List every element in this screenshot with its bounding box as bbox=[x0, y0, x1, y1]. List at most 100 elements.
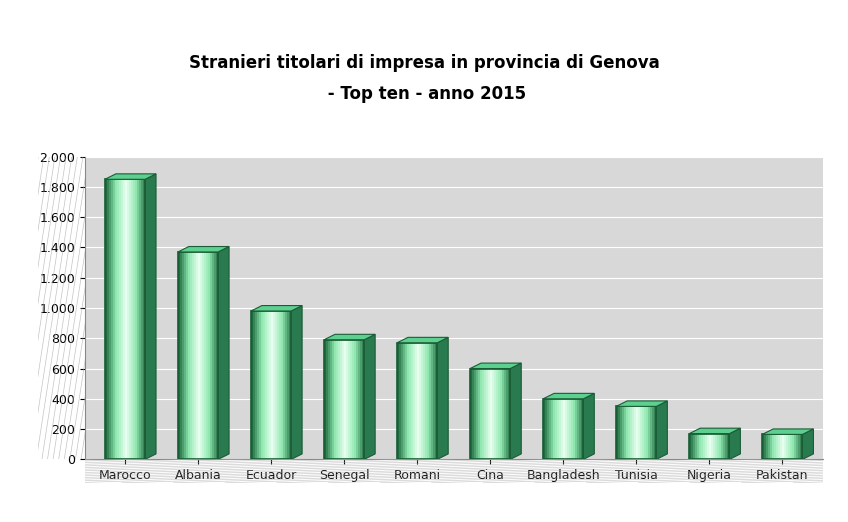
Bar bbox=[198, 252, 200, 459]
Bar bbox=[107, 180, 109, 459]
Bar bbox=[397, 343, 438, 459]
Bar bbox=[557, 399, 559, 459]
Bar bbox=[432, 343, 433, 459]
Bar bbox=[287, 311, 289, 459]
Bar bbox=[697, 434, 700, 459]
Bar bbox=[356, 340, 358, 459]
Bar bbox=[324, 340, 364, 459]
Bar bbox=[352, 340, 354, 459]
Bar bbox=[633, 406, 634, 459]
Polygon shape bbox=[689, 428, 740, 434]
Bar bbox=[251, 311, 253, 459]
Bar bbox=[178, 252, 180, 459]
Bar bbox=[783, 434, 784, 459]
Bar bbox=[573, 399, 575, 459]
Bar bbox=[204, 252, 206, 459]
Bar bbox=[425, 343, 427, 459]
Polygon shape bbox=[762, 429, 813, 434]
Bar bbox=[257, 311, 259, 459]
Bar bbox=[188, 252, 190, 459]
Bar bbox=[655, 406, 656, 459]
Polygon shape bbox=[656, 401, 667, 459]
Bar bbox=[768, 434, 770, 459]
Polygon shape bbox=[544, 394, 594, 399]
Bar bbox=[133, 180, 135, 459]
Bar bbox=[125, 180, 127, 459]
Bar bbox=[119, 180, 121, 459]
Bar bbox=[640, 406, 642, 459]
Bar bbox=[508, 369, 510, 459]
Polygon shape bbox=[470, 363, 522, 369]
Bar bbox=[650, 406, 652, 459]
Bar bbox=[642, 406, 644, 459]
Bar bbox=[206, 252, 208, 459]
Bar bbox=[196, 252, 198, 459]
Bar bbox=[618, 406, 620, 459]
Bar bbox=[767, 434, 768, 459]
Bar bbox=[550, 399, 551, 459]
Bar bbox=[717, 434, 719, 459]
Text: - Top ten - anno 2015: - Top ten - anno 2015 bbox=[322, 85, 526, 103]
Bar bbox=[577, 399, 579, 459]
Bar bbox=[259, 311, 261, 459]
Bar bbox=[208, 252, 210, 459]
Bar bbox=[271, 311, 273, 459]
Bar bbox=[210, 252, 212, 459]
Bar bbox=[547, 399, 550, 459]
Bar bbox=[470, 369, 510, 459]
Bar bbox=[561, 399, 563, 459]
Bar bbox=[551, 399, 553, 459]
Bar bbox=[770, 434, 773, 459]
Bar bbox=[711, 434, 713, 459]
Bar bbox=[694, 434, 695, 459]
Polygon shape bbox=[251, 305, 302, 311]
Bar bbox=[289, 311, 291, 459]
Bar bbox=[555, 399, 557, 459]
Bar bbox=[628, 406, 630, 459]
Bar bbox=[267, 311, 269, 459]
Bar bbox=[544, 399, 583, 459]
Bar bbox=[559, 399, 561, 459]
Bar bbox=[723, 434, 725, 459]
Bar bbox=[127, 180, 129, 459]
Bar bbox=[624, 406, 627, 459]
Bar bbox=[405, 343, 407, 459]
Bar bbox=[423, 343, 425, 459]
Bar bbox=[622, 406, 624, 459]
Bar bbox=[474, 369, 476, 459]
Polygon shape bbox=[291, 305, 302, 459]
Bar bbox=[582, 399, 583, 459]
Bar bbox=[691, 434, 694, 459]
Bar bbox=[689, 434, 691, 459]
Bar bbox=[255, 311, 257, 459]
Bar bbox=[129, 180, 131, 459]
Polygon shape bbox=[583, 394, 594, 459]
Bar bbox=[330, 340, 332, 459]
Bar bbox=[799, 434, 801, 459]
Bar bbox=[706, 434, 707, 459]
Bar bbox=[486, 369, 488, 459]
Bar bbox=[483, 369, 484, 459]
Bar bbox=[131, 180, 133, 459]
Bar bbox=[567, 399, 569, 459]
Bar bbox=[277, 311, 279, 459]
Bar bbox=[716, 434, 717, 459]
Bar bbox=[184, 252, 186, 459]
Bar bbox=[713, 434, 716, 459]
Bar bbox=[796, 434, 799, 459]
Bar bbox=[575, 399, 577, 459]
Polygon shape bbox=[324, 334, 375, 340]
Bar bbox=[411, 343, 413, 459]
Bar bbox=[182, 252, 184, 459]
Bar bbox=[362, 340, 364, 459]
Bar bbox=[427, 343, 429, 459]
Bar bbox=[786, 434, 789, 459]
Polygon shape bbox=[802, 429, 813, 459]
Bar bbox=[566, 399, 567, 459]
Bar bbox=[630, 406, 633, 459]
Bar bbox=[703, 434, 706, 459]
Bar bbox=[646, 406, 649, 459]
Bar bbox=[545, 399, 547, 459]
Bar bbox=[350, 340, 352, 459]
Bar bbox=[137, 180, 139, 459]
